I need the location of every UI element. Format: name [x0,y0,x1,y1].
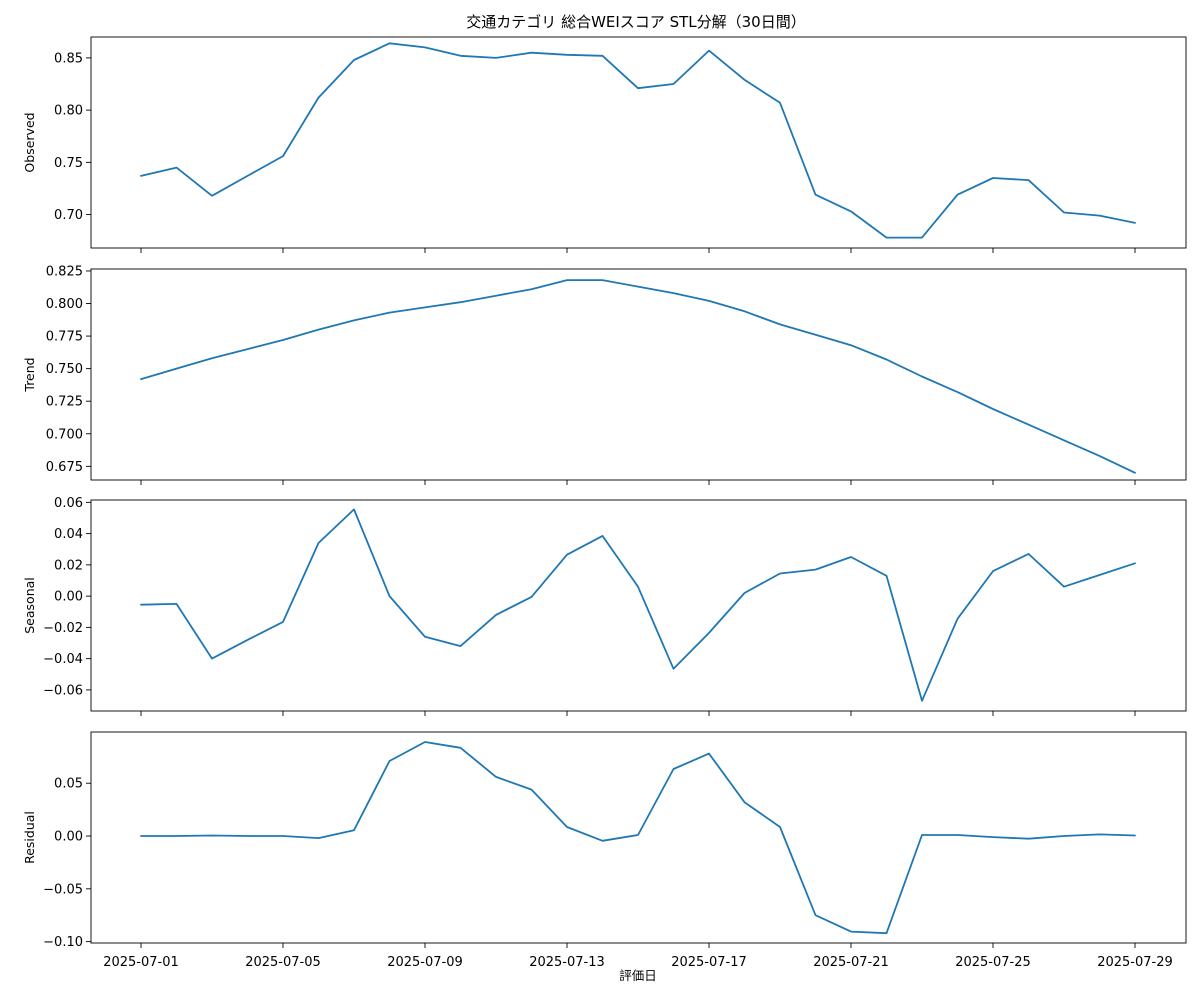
y-tick-label: −0.02 [43,621,83,636]
series-line-seasonal [140,508,1136,702]
y-tick-label: 0.700 [46,427,83,442]
y-tick-label: −0.06 [43,683,83,698]
x-axis-label: 評価日 [619,968,657,983]
panel-trend: 0.675 0.700 0.725 0.750 0.775 0.800 0.825 Trend [22,264,1187,485]
x-tick-label: 2025-07-13 [529,955,605,970]
y-tick-label: −0.05 [43,882,83,897]
y-tick-label: 0.00 [54,590,83,605]
y-tick-label: 0.800 [46,297,83,312]
x-tick-label: 2025-07-09 [387,955,463,970]
y-tick-label: 0.825 [46,264,83,279]
x-tick-label: 2025-07-05 [245,955,321,970]
axes-frame [90,499,1187,712]
y-tick-label: 0.85 [54,51,83,66]
y-tick-label: 0.04 [54,527,83,542]
series-line-residual [140,741,1136,935]
y-tick-label: 0.70 [54,208,83,223]
y-axis-label: Observed [22,112,37,172]
x-tick-label: 2025-07-25 [955,955,1031,970]
y-axis-label: Trend [22,357,37,392]
x-tick-label: 2025-07-17 [671,955,747,970]
series-line-observed [140,42,1136,239]
x-tick-label: 2025-07-29 [1097,955,1173,970]
panels-container: 0.700.750.800.85Observed0.6750.7000.7250… [22,36,1187,970]
axes-frame [90,731,1187,944]
chart-title: 交通カテゴリ 総合WEIスコア STL分解（30日間） [466,13,805,31]
y-tick-label: −0.04 [43,652,83,667]
x-tick-label: 2025-07-21 [813,955,889,970]
x-tick-label: 2025-07-01 [103,955,179,970]
y-tick-label: 0.05 [54,777,83,792]
y-tick-label: −0.10 [43,935,83,950]
y-axis-label: Residual [22,811,37,864]
y-tick-label: 0.750 [46,362,83,377]
axes-frame [90,268,1187,481]
y-tick-label: 0.00 [54,830,83,845]
panel-seasonal: −0.06 −0.04 −0.02 0.00 0.02 0.04 0.06 Seasonal [22,496,1187,716]
y-tick-label: 0.02 [54,558,83,573]
y-tick-label: 0.75 [54,156,83,171]
y-axis-label: Seasonal [22,577,37,634]
y-tick-label: 0.80 [54,104,83,119]
y-tick-label: 0.675 [46,460,83,475]
y-tick-label: 0.06 [54,496,83,511]
panel-residual: −0.10 −0.05 0.00 0.05 2025-07-01 2025-07-05 20… [22,731,1187,970]
panel-observed: 0.70 0.75 0.80 0.85 Observed [22,36,1187,253]
y-tick-label: 0.775 [46,330,83,345]
series-line-trend [140,279,1136,474]
y-tick-label: 0.725 [46,395,83,410]
axes-frame [90,36,1187,249]
